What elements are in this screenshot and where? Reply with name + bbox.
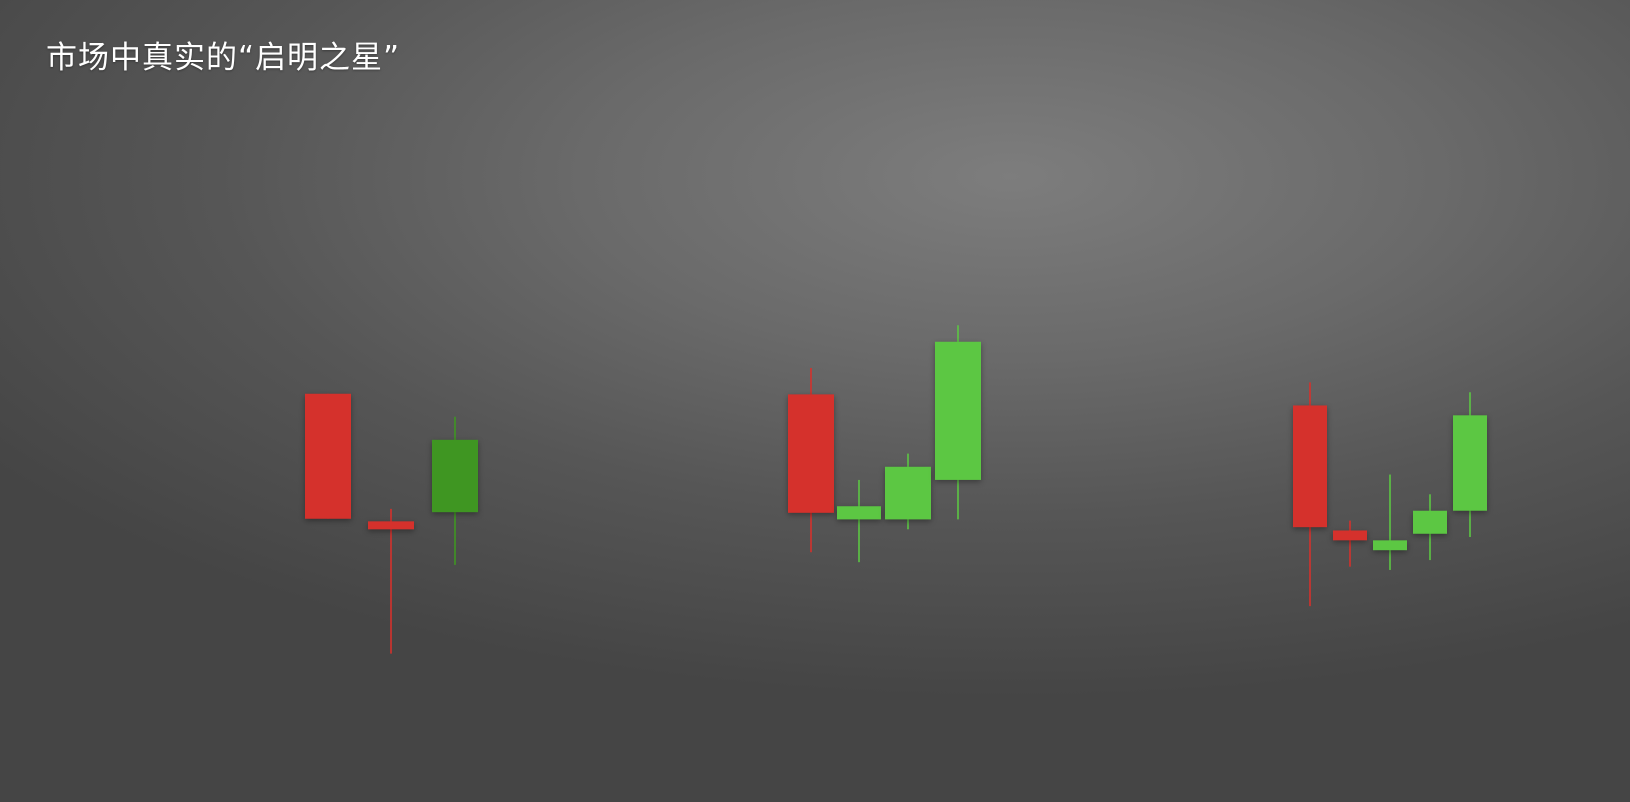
candle bbox=[1373, 474, 1407, 570]
candle bbox=[1293, 382, 1327, 607]
slide-title: 市场中真实的“启明之星” bbox=[46, 40, 401, 76]
candle-body bbox=[837, 506, 881, 520]
candle-body bbox=[368, 521, 414, 530]
candle bbox=[1333, 520, 1367, 567]
candle-body bbox=[1333, 530, 1367, 541]
candle bbox=[935, 325, 981, 520]
candle-body bbox=[432, 439, 478, 513]
candle bbox=[432, 416, 478, 565]
candle bbox=[1453, 392, 1487, 538]
candle bbox=[788, 368, 834, 553]
candle-body bbox=[305, 393, 351, 519]
candle-body bbox=[1413, 510, 1447, 534]
candle-body bbox=[1293, 405, 1327, 528]
candle-body bbox=[885, 466, 931, 520]
candle bbox=[837, 479, 881, 563]
candlestick-chart-1 bbox=[305, 393, 478, 654]
candle-body bbox=[935, 341, 981, 480]
candle bbox=[885, 453, 931, 530]
candle bbox=[305, 393, 351, 519]
candle-body bbox=[788, 394, 834, 513]
candlestick-chart-2 bbox=[788, 325, 981, 563]
candle bbox=[1413, 494, 1447, 561]
candle-body bbox=[1373, 540, 1407, 551]
candle bbox=[368, 508, 414, 654]
candlestick-chart-3 bbox=[1293, 382, 1487, 607]
candle-body bbox=[1453, 415, 1487, 511]
